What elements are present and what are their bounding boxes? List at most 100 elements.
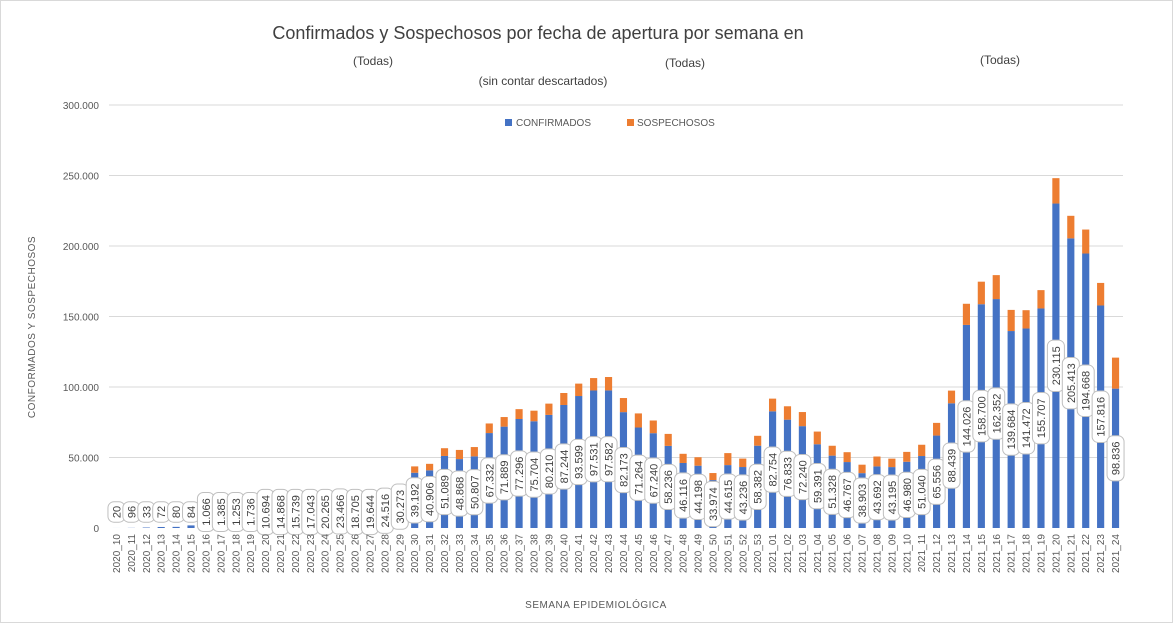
data-label-text: 72	[156, 506, 168, 518]
x-tick-label: 2021_24	[1111, 534, 1122, 573]
legend: CONFIRMADOS SOSPECHOSOS	[505, 118, 715, 129]
x-tick-label: 2020_35	[485, 534, 496, 573]
bar-sospechosos	[560, 393, 568, 405]
bar-sospechosos	[828, 445, 836, 456]
data-label-text: 51.328	[827, 475, 839, 509]
data-label: 155.707	[1031, 392, 1050, 445]
data-label-text: 96	[126, 506, 138, 518]
data-label: 1.066	[196, 492, 215, 532]
data-label-box	[942, 442, 961, 489]
data-label-text: 44.198	[693, 480, 705, 514]
data-label-text: 46.767	[842, 478, 854, 512]
data-label-text: 87.244	[559, 450, 571, 484]
bar-sospechosos	[933, 422, 941, 436]
data-label-box	[1031, 392, 1050, 445]
x-tick-label: 2020_36	[500, 534, 511, 573]
bar-sospechosos	[530, 410, 538, 422]
data-label-text: 230.115	[1051, 346, 1063, 385]
x-tick-label: 2020_50	[708, 534, 719, 573]
bar-sospechosos	[411, 466, 419, 473]
data-label: 194.668	[1076, 364, 1095, 417]
data-label-box	[1091, 390, 1110, 443]
bar-sospechosos	[590, 378, 598, 391]
x-tick-label: 2021_11	[917, 534, 928, 573]
x-tick-label: 2021_21	[1066, 534, 1077, 573]
bar-sospechosos	[888, 458, 896, 468]
data-label-text: 141.472	[1021, 408, 1033, 448]
bar-sospechosos	[440, 448, 449, 456]
data-label-text: 38.903	[857, 484, 869, 518]
bar-confirmados	[157, 526, 165, 528]
data-label: 19.644	[360, 488, 379, 536]
bar-sospechosos	[664, 433, 672, 446]
data-label-text: 144.026	[961, 407, 973, 447]
data-label: 88.439	[942, 442, 961, 489]
y-tick-label: 250.000	[63, 172, 100, 183]
data-label-text: 80	[171, 506, 183, 518]
x-tick-label: 2020_49	[694, 534, 705, 573]
data-label: 17.043	[301, 488, 320, 536]
data-label-text: 97.531	[589, 442, 601, 476]
x-tick-label: 2020_46	[649, 534, 660, 573]
y-tick-label: 300.000	[63, 101, 100, 112]
data-label-text: 58.236	[663, 470, 675, 504]
x-tick-label: 2020_30	[410, 534, 421, 573]
bar-sospechosos	[455, 449, 464, 460]
data-label-text: 39.192	[410, 484, 422, 518]
data-label-text: 67.332	[484, 464, 496, 498]
bar-sospechosos	[798, 412, 806, 427]
data-label-text: 75.704	[529, 458, 541, 492]
bar-sospechosos	[515, 409, 523, 420]
bar-sospechosos	[1097, 282, 1105, 306]
x-tick-label: 2020_14	[172, 534, 183, 573]
data-label-text: 59.391	[812, 469, 824, 503]
x-tick-label: 2020_12	[142, 534, 153, 573]
data-label-text: 77.296	[514, 457, 526, 491]
x-tick-label: 2021_15	[977, 534, 988, 573]
data-label: 33	[137, 501, 156, 523]
x-tick-label: 2020_25	[336, 534, 347, 573]
data-label-text: 19.644	[365, 495, 377, 529]
bar-confirmados	[187, 525, 195, 528]
x-tick-label: 2021_19	[1036, 534, 1047, 573]
data-label-text: 43.236	[738, 481, 750, 515]
data-label-text: 157.816	[1096, 397, 1108, 437]
x-tick-label: 2021_05	[828, 534, 839, 573]
x-tick-label: 2020_13	[157, 534, 168, 573]
y-tick-label: 200.000	[63, 242, 100, 253]
data-label: 87.244	[554, 443, 573, 490]
data-label: 39.192	[405, 477, 424, 524]
data-label: 139.684	[1002, 403, 1021, 456]
x-tick-label: 2020_18	[231, 534, 242, 573]
data-label: 20.265	[316, 488, 335, 536]
x-tick-label: 2021_22	[1081, 534, 1092, 573]
x-tick-label: 2021_10	[902, 534, 913, 573]
data-label: 33.974	[703, 480, 722, 528]
bar-sospechosos	[470, 447, 478, 457]
x-tick-label: 2020_27	[365, 534, 376, 573]
x-tick-label: 2020_52	[738, 534, 749, 573]
data-label-text: 82.754	[768, 453, 780, 487]
data-label: 30.273	[390, 483, 409, 530]
data-label: 48.868	[450, 470, 469, 517]
data-label-text: 71.889	[499, 460, 511, 494]
data-label-text: 194.668	[1081, 371, 1093, 411]
x-tick-label: 2021_08	[872, 534, 883, 573]
x-tick-label: 2020_42	[589, 534, 600, 573]
data-labels: 20 96 33 72 80 84 1.066 1.385 1.253 1.736 10.694 14…	[107, 339, 1125, 536]
x-tick-label: 2020_23	[306, 534, 317, 573]
data-label: 59.391	[808, 463, 827, 510]
legend-label-sospechosos: SOSPECHOSOS	[637, 118, 715, 129]
legend-swatch-confirmados	[505, 119, 512, 126]
bar-sospechosos	[947, 390, 956, 404]
bar-sospechosos	[649, 420, 657, 434]
bar-sospechosos	[679, 453, 687, 463]
x-tick-label: 2021_14	[962, 534, 973, 573]
x-tick-label: 2020_21	[276, 534, 287, 573]
data-label-text: 14.868	[275, 495, 287, 529]
data-label-text: 15.739	[290, 495, 302, 529]
bar-confirmados	[172, 526, 180, 528]
data-label: 205.413	[1061, 356, 1080, 410]
data-label: 18.705	[346, 488, 365, 536]
